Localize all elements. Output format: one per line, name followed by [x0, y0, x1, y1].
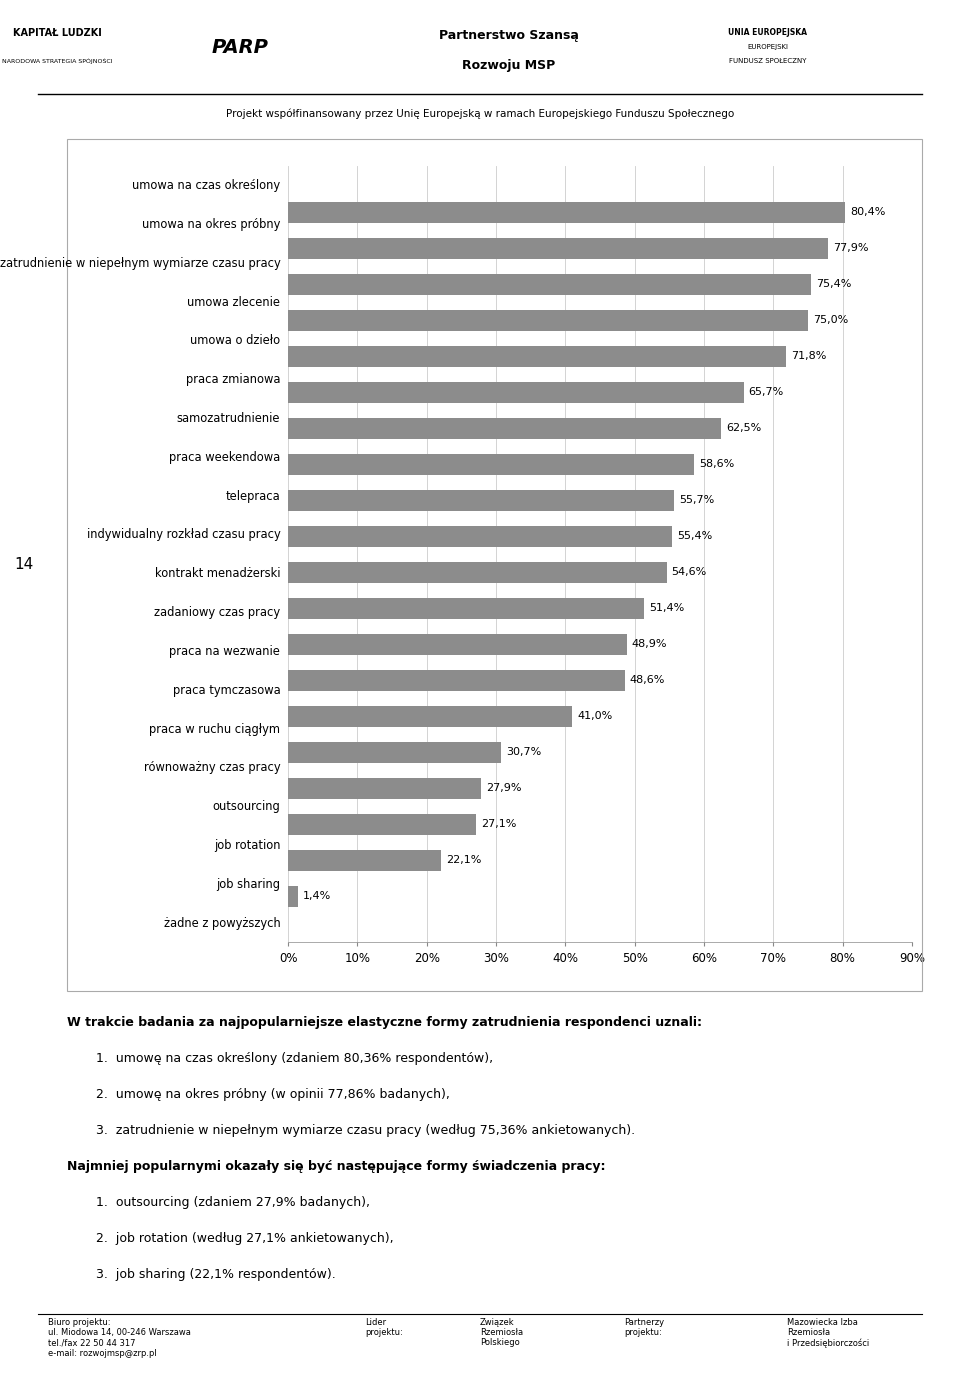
Bar	[288, 345, 786, 367]
Bar	[288, 489, 674, 511]
Text: 22,1%: 22,1%	[446, 855, 482, 865]
Text: 75,4%: 75,4%	[816, 280, 851, 290]
Bar	[288, 597, 644, 620]
Text: 41,0%: 41,0%	[577, 711, 612, 721]
Text: 27,1%: 27,1%	[481, 819, 516, 829]
Text: umowa na okres próbny: umowa na okres próbny	[142, 218, 280, 231]
Text: 75,0%: 75,0%	[813, 316, 848, 326]
Text: Najmniej popularnymi okazały się być następujące formy świadczenia pracy:: Najmniej popularnymi okazały się być nas…	[67, 1160, 606, 1173]
Text: indywidualny rozkład czasu pracy: indywidualny rozkład czasu pracy	[86, 528, 280, 542]
Text: równoważny czas pracy: równoważny czas pracy	[144, 761, 280, 775]
Bar	[288, 381, 743, 403]
Text: 54,6%: 54,6%	[671, 567, 707, 578]
Text: 2.  job rotation (według 27,1% ankietowanych),: 2. job rotation (według 27,1% ankietowan…	[96, 1232, 394, 1245]
Text: praca tymczasowa: praca tymczasowa	[173, 683, 280, 697]
Text: 77,9%: 77,9%	[833, 244, 869, 254]
Text: 1,4%: 1,4%	[302, 891, 331, 901]
Text: 71,8%: 71,8%	[791, 352, 826, 362]
Text: job sharing: job sharing	[216, 877, 280, 891]
Text: 80,4%: 80,4%	[851, 208, 886, 218]
Text: telepraca: telepraca	[226, 489, 280, 503]
Text: kontrakt menadżerski: kontrakt menadżerski	[155, 567, 280, 581]
Text: żadne z powyższych: żadne z powyższych	[163, 916, 280, 930]
Text: Związek
Rzemiosła
Polskiego: Związek Rzemiosła Polskiego	[480, 1318, 523, 1347]
Text: FUNDUSZ SPOŁECZNY: FUNDUSZ SPOŁECZNY	[730, 58, 806, 64]
Bar	[288, 886, 298, 908]
Text: outsourcing: outsourcing	[212, 800, 280, 814]
Bar	[288, 705, 572, 728]
Bar	[288, 417, 721, 439]
Text: umowa zlecenie: umowa zlecenie	[187, 295, 280, 309]
Text: Rozwoju MSP: Rozwoju MSP	[462, 60, 556, 72]
Text: 3.  zatrudnienie w niepełnym wymiarze czasu pracy (według 75,36% ankietowanych).: 3. zatrudnienie w niepełnym wymiarze cza…	[96, 1124, 636, 1137]
Text: W trakcie badania za najpopularniejsze elastyczne formy zatrudnienia respondenci: W trakcie badania za najpopularniejsze e…	[67, 1016, 702, 1028]
Text: 2.  umowę na okres próbny (w opinii 77,86% badanych),: 2. umowę na okres próbny (w opinii 77,86…	[96, 1088, 450, 1100]
Text: 30,7%: 30,7%	[506, 747, 540, 757]
Bar	[288, 814, 476, 836]
Bar	[288, 273, 811, 295]
Text: umowa na czas określony: umowa na czas określony	[132, 179, 280, 193]
Text: UNIA EUROPEJSKA: UNIA EUROPEJSKA	[729, 29, 807, 37]
Text: Biuro projektu:
ul. Miodowa 14, 00-246 Warszawa
tel./fax 22 50 44 317
e-mail: ro: Biuro projektu: ul. Miodowa 14, 00-246 W…	[48, 1318, 191, 1358]
Bar	[288, 309, 808, 331]
Text: KAPITAŁ LUDZKI: KAPITAŁ LUDZKI	[13, 28, 102, 37]
Text: zatrudnienie w niepełnym wymiarze czasu pracy: zatrudnienie w niepełnym wymiarze czasu …	[0, 256, 280, 270]
Text: samozatrudnienie: samozatrudnienie	[177, 412, 280, 426]
Text: umowa o dzieło: umowa o dzieło	[190, 334, 280, 348]
Text: job rotation: job rotation	[214, 839, 280, 852]
Text: 62,5%: 62,5%	[726, 423, 761, 434]
Bar	[288, 525, 672, 547]
Text: Mazowiecka Izba
Rzemiosła
i Przedsiębiorczości: Mazowiecka Izba Rzemiosła i Przedsiębior…	[787, 1318, 870, 1349]
Text: 65,7%: 65,7%	[749, 388, 783, 398]
Bar	[288, 742, 501, 764]
Bar	[288, 778, 481, 800]
Bar	[288, 850, 442, 872]
Text: 1.  umowę na czas określony (zdaniem 80,36% respondentów),: 1. umowę na czas określony (zdaniem 80,3…	[96, 1052, 493, 1064]
Bar	[288, 669, 625, 692]
Bar	[288, 633, 627, 656]
Bar	[288, 453, 694, 475]
Bar	[288, 201, 846, 223]
Text: praca na wezwanie: praca na wezwanie	[170, 644, 280, 658]
Text: 55,7%: 55,7%	[679, 495, 714, 506]
Text: 58,6%: 58,6%	[699, 459, 734, 470]
Text: 14: 14	[14, 557, 34, 572]
Text: Lider
projektu:: Lider projektu:	[365, 1318, 402, 1337]
Text: praca weekendowa: praca weekendowa	[169, 450, 280, 464]
Text: praca zmianowa: praca zmianowa	[186, 373, 280, 387]
Text: PARP: PARP	[211, 37, 269, 57]
Text: EUROPEJSKI: EUROPEJSKI	[748, 44, 788, 50]
Text: Partnerstwo Szansą: Partnerstwo Szansą	[439, 29, 579, 43]
Bar	[288, 237, 828, 259]
Text: Partnerzy
projektu:: Partnerzy projektu:	[624, 1318, 664, 1337]
Bar	[288, 561, 666, 584]
Text: 55,4%: 55,4%	[677, 531, 712, 542]
Text: NARODOWA STRATEGIA SPÓJNOŚCI: NARODOWA STRATEGIA SPÓJNOŚCI	[2, 58, 113, 64]
Text: 3.  job sharing (22,1% respondentów).: 3. job sharing (22,1% respondentów).	[96, 1268, 336, 1281]
Text: 27,9%: 27,9%	[487, 783, 522, 793]
Text: Projekt współfinansowany przez Unię Europejską w ramach Europejskiego Funduszu S: Projekt współfinansowany przez Unię Euro…	[226, 108, 734, 119]
Text: 51,4%: 51,4%	[649, 603, 684, 614]
Text: praca w ruchu ciągłym: praca w ruchu ciągłym	[150, 722, 280, 736]
Text: 48,9%: 48,9%	[632, 639, 667, 650]
Text: zadaniowy czas pracy: zadaniowy czas pracy	[155, 606, 280, 620]
Text: 1.  outsourcing (zdaniem 27,9% badanych),: 1. outsourcing (zdaniem 27,9% badanych),	[96, 1196, 370, 1209]
Text: 48,6%: 48,6%	[630, 675, 665, 686]
